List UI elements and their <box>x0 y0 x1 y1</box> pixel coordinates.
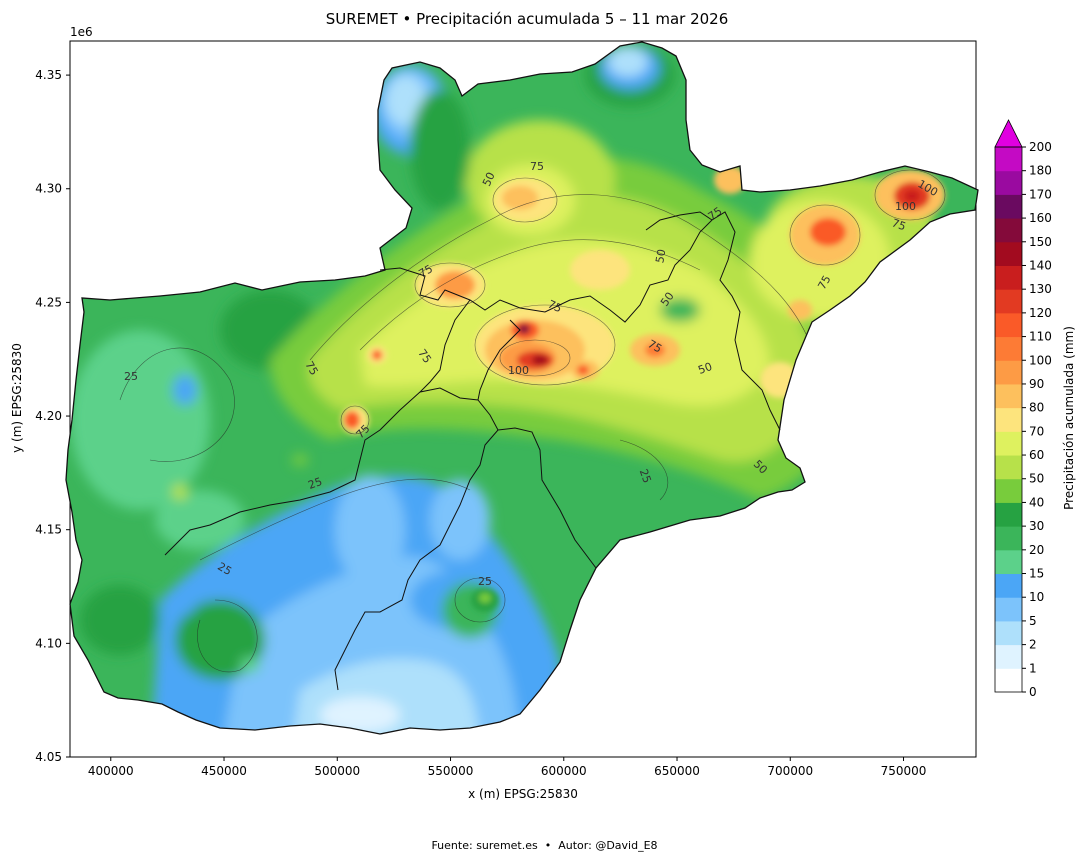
contour-label: 50 <box>696 360 714 377</box>
y-tick-label: 4.10 <box>35 636 62 650</box>
province-borders <box>164 211 781 691</box>
y-tick-label: 4.35 <box>35 68 62 82</box>
colorbar-tick-label: 130 <box>1029 282 1052 296</box>
colorbar-tick-label: 80 <box>1029 401 1044 415</box>
colorbar-tick-label: 100 <box>1029 353 1052 367</box>
contour-labels: 75 50 75 100 75 75 50 75 50 75 100 75 50… <box>124 160 940 588</box>
colorbar-bin <box>995 526 1022 551</box>
colorbar-bin <box>995 549 1022 575</box>
y-tick-label: 4.30 <box>35 182 62 196</box>
colorbar-bin <box>995 360 1022 385</box>
colorbar-label: Precipitación acumulada (mm) <box>1062 326 1076 510</box>
map-title: SUREMET • Precipitación acumulada 5 – 11… <box>326 10 729 28</box>
colorbar-bin <box>995 478 1022 503</box>
x-tick-label: 600000 <box>541 764 587 778</box>
colorbar-tick-label: 140 <box>1029 258 1052 272</box>
contour-label: 75 <box>530 160 544 173</box>
contour-label: 25 <box>215 560 234 578</box>
x-tick-label: 650000 <box>654 764 700 778</box>
contour-label: 25 <box>637 467 654 485</box>
colorbar-bin <box>995 573 1022 598</box>
colorbar-bin <box>995 241 1022 266</box>
colorbar-tick-label: 60 <box>1029 448 1044 462</box>
colorbar-tick-label: 1 <box>1029 661 1037 675</box>
colorbar-bin <box>995 407 1022 432</box>
contour-label: 75 <box>416 262 435 280</box>
isohyet-contours <box>119 169 946 673</box>
colorbar-bin <box>995 597 1022 622</box>
colorbar-tick-label: 30 <box>1029 519 1044 533</box>
x-tick-label: 750000 <box>881 764 927 778</box>
x-tick-label: 550000 <box>428 764 474 778</box>
x-tick-label: 700000 <box>767 764 813 778</box>
colorbar-tick-label: 110 <box>1029 330 1052 344</box>
y-tick-label: 4.15 <box>35 523 62 537</box>
colorbar-bin <box>995 336 1022 361</box>
contour-label: 75 <box>546 298 564 316</box>
colorbar-bin <box>995 668 1022 693</box>
source-label: Fuente: <box>431 839 473 852</box>
contour-label: 25 <box>306 475 324 492</box>
colorbar-frame <box>994 146 1023 693</box>
contour-label: 75 <box>890 216 908 233</box>
footer-separator: • <box>544 839 552 852</box>
y-tick-label: 4.25 <box>35 295 62 309</box>
colorbar-tick-label: 120 <box>1029 306 1052 320</box>
contour-label: 100 <box>895 200 916 213</box>
colorbar: 0 1 2 5 10 15 20 30 40 50 60 70 80 90 100 110 120 130 140 1… <box>994 119 1052 699</box>
colorbar-tick-label: 170 <box>1029 187 1052 201</box>
colorbar-tick-label: 10 <box>1029 590 1044 604</box>
colorbar-tick-label: 180 <box>1029 164 1052 178</box>
colorbar-tick-label: 70 <box>1029 424 1044 438</box>
y-tick-label: 4.05 <box>35 750 62 764</box>
contour-label: 25 <box>478 575 492 588</box>
colorbar-tick-label: 90 <box>1029 377 1044 391</box>
y-offset-label: 1e6 <box>70 25 93 39</box>
x-tick-label: 500000 <box>314 764 360 778</box>
colorbar-tick-label: 50 <box>1029 472 1044 486</box>
contour-label: 100 <box>508 364 529 377</box>
contour-label: 75 <box>302 359 320 378</box>
contour-label: 75 <box>815 273 833 292</box>
colorbar-tick-label: 150 <box>1029 235 1052 249</box>
colorbar-bin <box>995 620 1022 646</box>
colorbar-bin <box>995 644 1022 669</box>
x-tick-label: 450000 <box>201 764 247 778</box>
x-axis: 400000 450000 500000 550000 600000 650000 7000… <box>88 757 927 778</box>
colorbar-tick-label: 40 <box>1029 495 1044 509</box>
contour-label: 50 <box>480 170 498 188</box>
colorbar-tick-label: 2 <box>1029 638 1037 652</box>
colorbar-tick-label: 5 <box>1029 614 1037 628</box>
x-axis-label: x (m) EPSG:25830 <box>468 787 578 801</box>
colorbar-bin <box>995 170 1022 195</box>
colorbar-extend-arrow <box>994 119 1023 148</box>
y-tick-label: 4.20 <box>35 409 62 423</box>
colorbar-tick-label: 200 <box>1029 140 1052 154</box>
colorbar-bin <box>995 265 1022 290</box>
colorbar-bin <box>995 194 1022 219</box>
colorbar-bin <box>995 431 1022 456</box>
contour-label: 75 <box>645 337 664 355</box>
y-axis-label: y (m) EPSG:25830 <box>10 343 24 453</box>
colorbar-tick-label: 160 <box>1029 211 1052 225</box>
colorbar-tick-label: 20 <box>1029 543 1044 557</box>
contour-label: 50 <box>653 248 668 264</box>
colorbar-bin <box>995 312 1022 338</box>
source-link[interactable]: suremet.es <box>476 839 538 852</box>
colorbar-bin <box>995 502 1022 527</box>
footer-credits: Fuente: suremet.es • Autor: @David_E8 <box>0 839 1089 852</box>
colorbar-tick-label: 15 <box>1029 567 1044 581</box>
colorbar-bin <box>995 383 1022 409</box>
author-label: Autor: <box>558 839 592 852</box>
colorbar-bin <box>995 147 1022 172</box>
colorbar-bin <box>995 218 1022 243</box>
x-tick-label: 400000 <box>88 764 134 778</box>
colorbar-tick-label: 0 <box>1029 685 1037 699</box>
y-axis: 4.05 4.10 4.15 4.20 4.25 4.30 4.35 <box>35 68 70 764</box>
colorbar-bin <box>995 455 1022 480</box>
author-handle[interactable]: @David_E8 <box>595 839 658 852</box>
colorbar-bin <box>995 289 1022 314</box>
contour-label: 25 <box>124 370 138 383</box>
